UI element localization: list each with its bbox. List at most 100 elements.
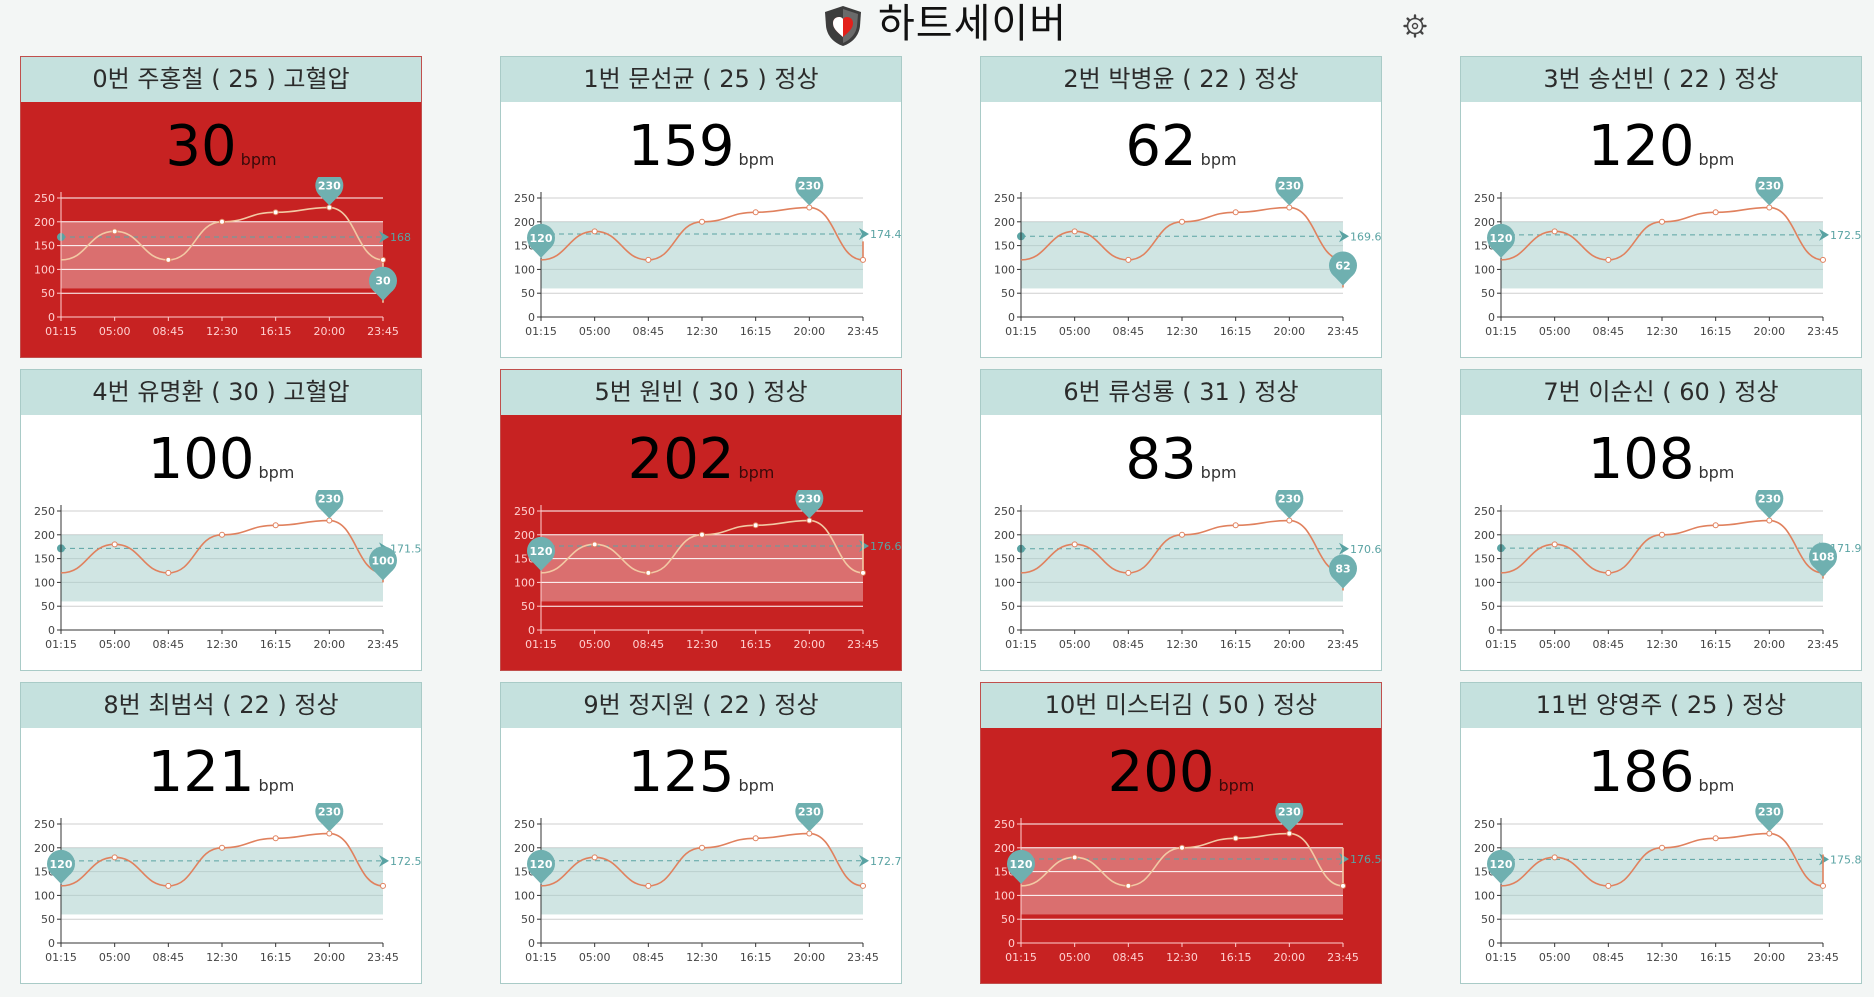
bpm-value: 62 [1125,114,1197,179]
patient-card[interactable]: 6번 류성룡 ( 31 ) 정상 83 bpm 0 50 100 150 200 250 170.… [980,369,1382,671]
y-tick-label: 150 [34,553,55,566]
data-point [1766,830,1773,837]
x-tick-label: 16:15 [740,325,772,338]
data-point [1232,209,1239,216]
patient-name: 11번 양영주 ( 25 ) 정상 [1461,683,1861,728]
patient-card[interactable]: 2번 박병윤 ( 22 ) 정상 62 bpm 0 50 100 150 200 250 169.… [980,56,1382,358]
data-point [1605,569,1612,576]
x-tick-label: 16:15 [1220,951,1252,964]
start-marker-label: 120 [530,858,553,871]
y-tick-label: 50 [41,600,55,613]
data-point [1712,522,1719,529]
patient-card[interactable]: 1번 문선균 ( 25 ) 정상 159 bpm 0 50 100 150 200 250 174… [500,56,902,358]
patient-card[interactable]: 4번 유명환 ( 30 ) 고혈압 100 bpm 0 50 100 150 200 250 17… [20,369,422,671]
x-tick-label: 23:45 [847,638,879,651]
x-tick-label: 23:45 [847,951,879,964]
data-point [219,218,225,225]
bpm-unit: bpm [258,463,295,482]
bpm-unit: bpm [1218,776,1255,795]
data-point [165,882,172,889]
data-point [380,256,386,263]
x-tick-label: 23:45 [367,951,399,964]
data-point [1286,204,1293,211]
y-tick-label: 50 [1001,287,1015,300]
max-marker: 230 [1275,803,1304,832]
patient-card[interactable]: 10번 미스터김 ( 50 ) 정상 200 bpm 0 50 100 150 200 250 1… [980,682,1382,984]
x-tick-label: 20:00 [793,951,825,964]
patient-card[interactable]: 3번 송선빈 ( 22 ) 정상 120 bpm 0 50 100 150 200 250 172… [1460,56,1862,358]
max-marker-label: 230 [1758,180,1781,193]
data-point [1286,830,1293,837]
max-marker-label: 230 [1278,180,1301,193]
y-tick-label: 0 [528,624,535,637]
data-point [860,256,866,263]
x-tick-label: 23:45 [1807,638,1839,651]
y-tick-label: 50 [1481,600,1495,613]
y-tick-label: 250 [994,818,1015,831]
heart-rate-chart: 0 50 100 150 200 250 168 01:15 05:00 08:45 12:30 16… [34,177,411,338]
max-marker: 230 [1275,490,1304,519]
heart-rate-readout: 100 bpm [21,430,421,490]
patient-card[interactable]: 8번 최범석 ( 22 ) 정상 121 bpm 0 50 100 150 200 250 172… [20,682,422,984]
data-point [1340,882,1346,889]
y-tick-label: 250 [1474,818,1495,831]
x-tick-label: 16:15 [1700,638,1732,651]
y-tick-label: 0 [48,624,55,637]
x-tick-label: 20:00 [313,638,345,651]
data-point [1712,209,1719,216]
heart-rate-readout: 30 bpm [21,117,421,177]
bpm-unit: bpm [738,463,775,482]
x-tick-label: 01:15 [525,638,557,651]
max-marker-label: 230 [1278,493,1301,506]
bpm-unit: bpm [1698,150,1735,169]
y-tick-label: 250 [1474,192,1495,205]
data-point [1659,218,1665,225]
data-point [111,228,118,235]
heart-rate-chart: 0 50 100 150 200 250 171.9 01:15 05:00 08:45 12:30… [1474,490,1861,651]
shield-heart-icon [825,6,861,46]
y-tick-label: 200 [1474,216,1495,229]
patient-card[interactable]: 11번 양영주 ( 25 ) 정상 186 bpm 0 50 100 150 200 250 17… [1460,682,1862,984]
y-tick-label: 50 [41,913,55,926]
y-tick-label: 50 [521,600,535,613]
patient-card[interactable]: 5번 원빈 ( 30 ) 정상 202 bpm 0 50 100 150 200 250 176.… [500,369,902,671]
max-marker: 230 [795,177,824,206]
data-point [1232,835,1239,842]
y-tick-label: 200 [514,842,535,855]
patient-card[interactable]: 0번 주홍철 ( 25 ) 고혈압 30 bpm 0 50 100 150 200 250 168… [20,56,422,358]
x-tick-label: 08:45 [152,951,184,964]
bpm-value: 186 [1587,740,1695,805]
data-point [860,882,866,889]
bpm-value: 202 [627,427,735,492]
x-tick-label: 23:45 [1807,325,1839,338]
x-tick-label: 12:30 [206,325,238,338]
current-marker-label: 83 [1335,562,1350,575]
heart-rate-readout: 125 bpm [501,743,901,803]
gear-icon[interactable] [1403,14,1427,38]
x-tick-label: 20:00 [1273,638,1305,651]
y-tick-label: 250 [994,505,1015,518]
bpm-value: 100 [147,427,255,492]
heart-rate-readout: 83 bpm [981,430,1381,490]
bpm-value: 200 [1107,740,1215,805]
x-tick-label: 16:15 [1220,325,1252,338]
patient-card[interactable]: 7번 이순신 ( 60 ) 정상 108 bpm 0 50 100 150 200 250 171… [1460,369,1862,671]
patient-card[interactable]: 9번 정지원 ( 22 ) 정상 125 bpm 0 50 100 150 200 250 172… [500,682,902,984]
data-point [699,218,705,225]
patient-name: 8번 최범석 ( 22 ) 정상 [21,683,421,728]
y-tick-label: 100 [994,576,1015,589]
bpm-unit: bpm [240,150,277,169]
data-point [1551,228,1558,235]
average-arrow-icon [1819,853,1829,866]
data-point [165,569,172,576]
max-marker-label: 230 [1758,493,1781,506]
data-point [1125,256,1132,263]
data-point [591,854,598,861]
x-tick-label: 23:45 [367,325,399,338]
current-marker: 30 [369,266,397,301]
patient-name: 4번 유명환 ( 30 ) 고혈압 [21,370,421,415]
current-marker-label: 108 [1812,551,1835,564]
x-tick-label: 01:15 [525,325,557,338]
